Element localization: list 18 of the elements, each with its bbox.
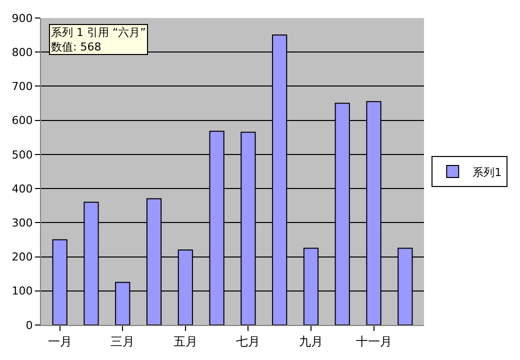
y-tick-label: 900 [12, 12, 33, 25]
y-tick-label: 100 [12, 284, 33, 298]
y-tick-label: 200 [12, 250, 33, 264]
y-tick-label: 800 [12, 46, 33, 59]
y-tick-label: 300 [12, 216, 33, 230]
y-tick-label: 400 [12, 182, 33, 196]
x-tick-label: 一月 [48, 334, 72, 348]
legend-label: 系列1 [472, 166, 502, 179]
y-tick-label: 0 [26, 318, 33, 332]
x-tick-label: 七月 [236, 334, 260, 348]
x-tick-label: 十一月 [356, 334, 392, 348]
x-tick-label: 五月 [173, 334, 198, 348]
y-tick-label: 500 [12, 148, 33, 162]
annotation: 系列 1 引用 “六月” 数值: 568 [51, 26, 146, 54]
y-tick-label: 600 [12, 114, 33, 128]
x-tick-label: 三月 [110, 334, 135, 348]
y-tick-label: 700 [12, 80, 33, 94]
x-tick-label: 九月 [298, 334, 323, 348]
